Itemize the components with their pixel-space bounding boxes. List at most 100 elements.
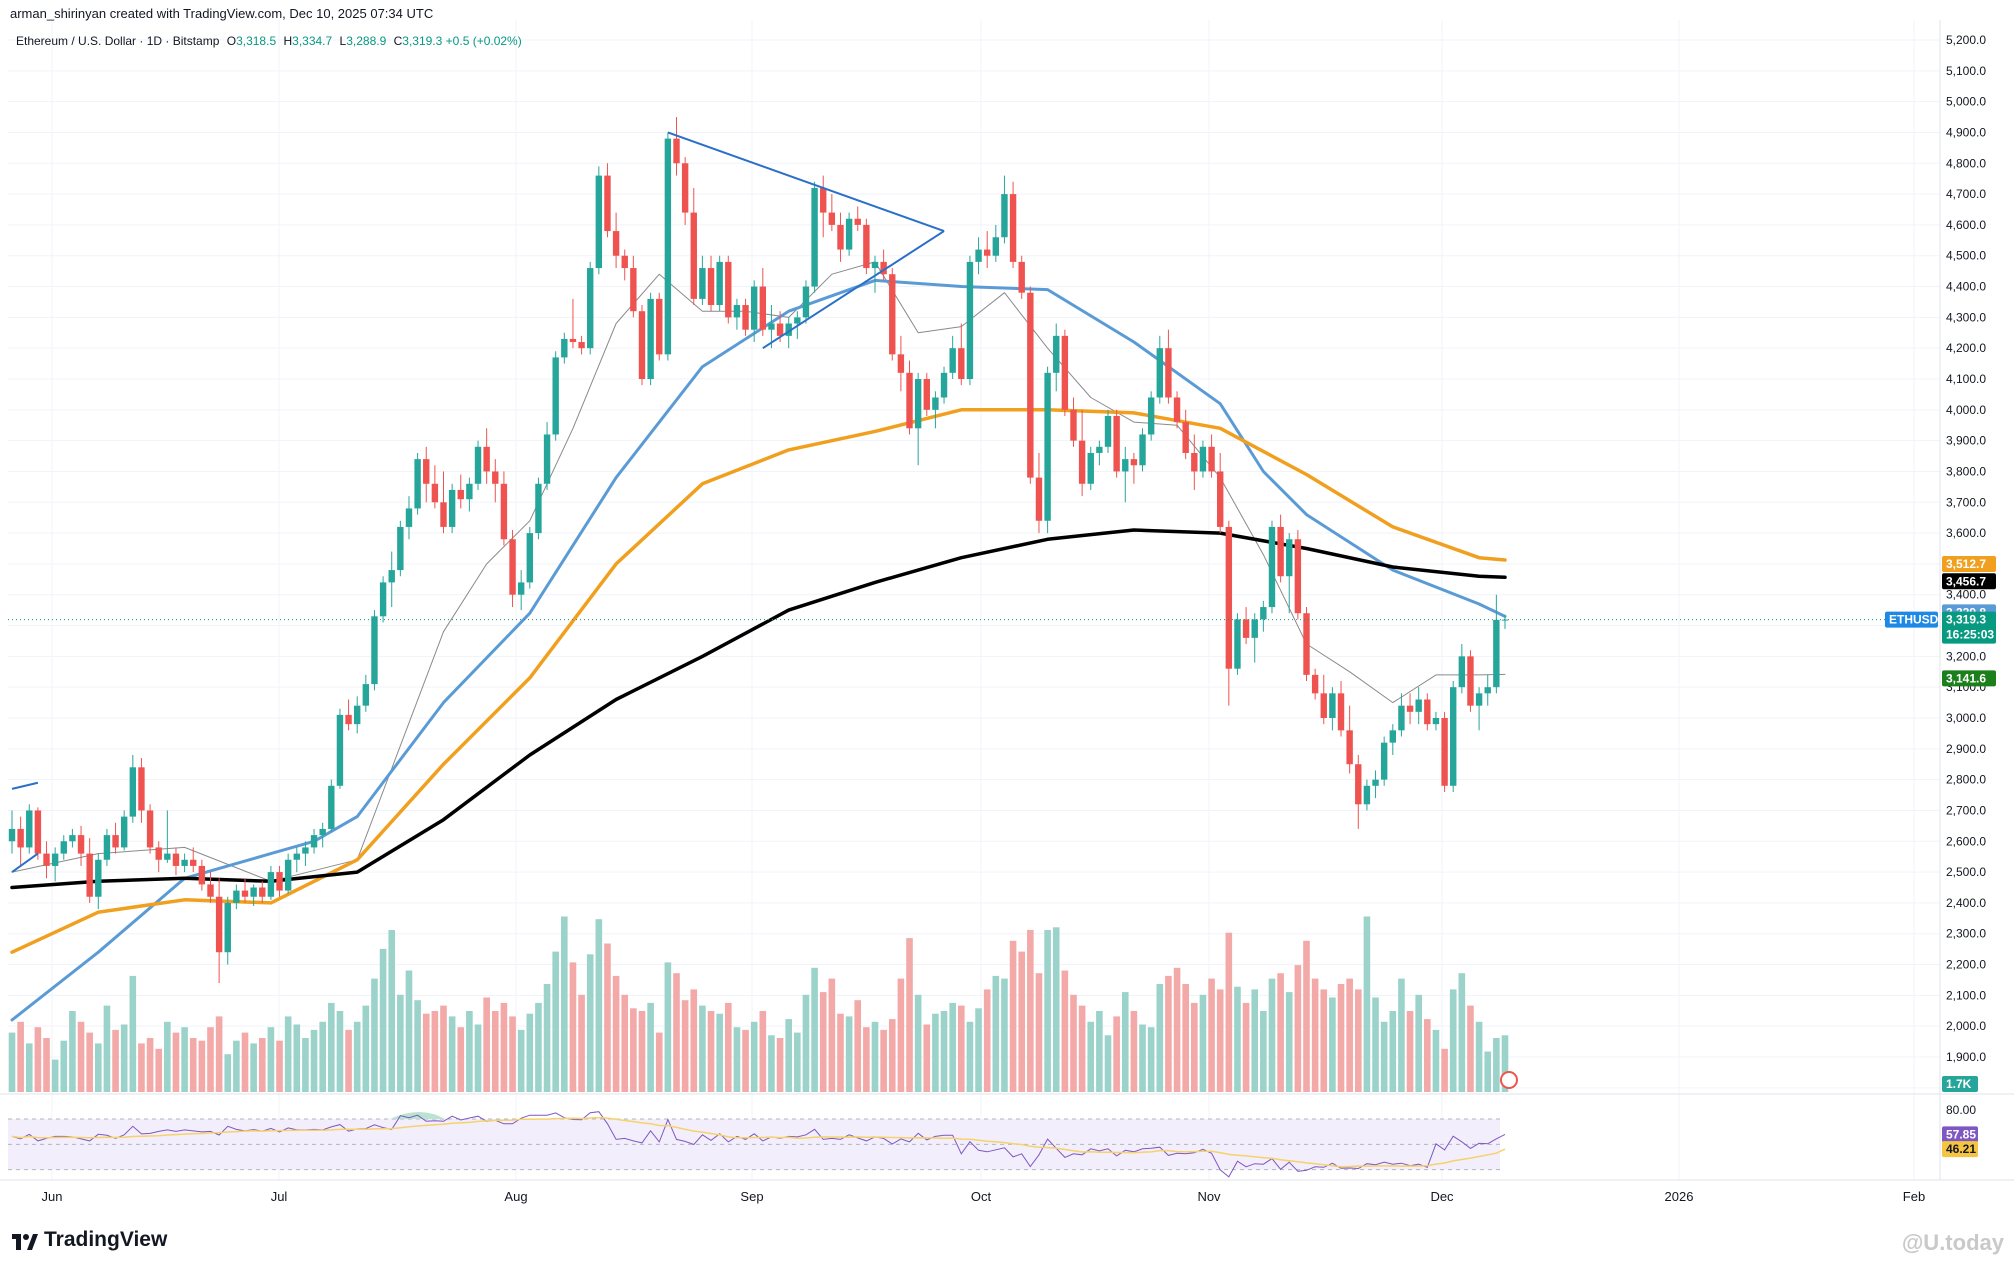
volume-bar	[112, 1029, 119, 1092]
candle-body	[681, 163, 689, 213]
volume-bar	[1078, 1005, 1086, 1092]
price-tick-label: 3,900.0	[1946, 434, 1986, 448]
volume-bar	[707, 1011, 715, 1092]
candle-body	[966, 261, 974, 379]
volume-bar	[768, 1035, 775, 1092]
volume-bar	[310, 1029, 318, 1092]
candle-body	[172, 853, 180, 866]
candle-body	[181, 859, 188, 866]
tradingview-logo-icon	[12, 1232, 38, 1250]
time-tick-label: Jun	[42, 1189, 63, 1204]
volume-bar	[819, 992, 827, 1092]
ma-black-tag: 3,456.7	[1946, 574, 1986, 588]
candle-body	[1355, 764, 1362, 805]
candle-body	[958, 348, 965, 379]
candle-body	[1424, 699, 1431, 725]
candle-body	[768, 323, 775, 330]
candle-body	[906, 372, 913, 429]
symbol-tag: ETHUSD	[1889, 613, 1939, 627]
volume-bar	[552, 951, 559, 1092]
volume-bar	[785, 1019, 792, 1092]
candle-body	[51, 853, 59, 866]
candle-body	[1053, 335, 1060, 373]
candle-body	[1450, 687, 1457, 786]
time-axis[interactable]: Jun Jul Aug Sep Oct Nov Dec 2026 Feb	[42, 1189, 1926, 1204]
rsi-pane[interactable]	[8, 1111, 1506, 1178]
candle-body	[1467, 656, 1474, 706]
price-tick-label: 4,300.0	[1946, 310, 1986, 324]
price-tick-label: 2,900.0	[1946, 742, 1986, 756]
volume-bar	[77, 1021, 85, 1092]
volume-bar	[17, 1021, 24, 1092]
trendlines[interactable]	[11, 131, 945, 873]
candle-body	[776, 323, 784, 336]
volume-bar	[1061, 970, 1069, 1092]
candle-body	[1165, 348, 1172, 398]
candle-body	[397, 526, 404, 571]
candle-body	[448, 489, 456, 527]
volume-bar	[647, 1002, 654, 1092]
candle-body	[1311, 674, 1319, 694]
volume-bar	[362, 1005, 370, 1092]
candle-body	[267, 872, 275, 897]
change-value: +0.5 (+0.02%)	[445, 34, 522, 48]
candle-body	[328, 785, 335, 829]
ma-short-tag: 3,141.6	[1946, 671, 1986, 685]
volume-bar	[871, 1021, 879, 1092]
candle-body	[1070, 409, 1077, 441]
candle-body	[1044, 372, 1051, 521]
candle-body	[587, 268, 594, 349]
candle-body	[1234, 619, 1241, 669]
candle-body	[1217, 471, 1224, 527]
volume-bar	[1467, 1005, 1474, 1092]
volume-bar	[1113, 1016, 1120, 1092]
volume-bar	[448, 1016, 456, 1092]
price-tick-label: 1,900.0	[1946, 1050, 1986, 1064]
candle-body	[794, 317, 801, 324]
candle-body	[1372, 779, 1379, 786]
watermark: @U.today	[1901, 1230, 2004, 1255]
price-tick-label: 2,500.0	[1946, 865, 1986, 879]
time-tick-label: Oct	[971, 1189, 992, 1204]
volume-bar	[491, 1011, 499, 1092]
candle-body	[1104, 415, 1112, 447]
volume-bar	[1449, 989, 1457, 1092]
price-tick-label: 2,600.0	[1946, 834, 1986, 848]
symbol-legend[interactable]: Ethereum / U.S. Dollar · 1D · Bitstamp O…	[16, 34, 522, 48]
volume-bar	[1372, 997, 1379, 1092]
volume-bar	[1260, 1011, 1267, 1092]
price-axis[interactable]: 5,200.0 5,100.0 5,000.0 4,900.0 4,800.0 4,700…	[1946, 33, 1986, 1117]
price-tick-label: 5,100.0	[1946, 64, 1986, 78]
candle-body	[146, 810, 154, 848]
candle-body	[828, 212, 836, 225]
candle-body	[500, 483, 508, 540]
candle-body	[129, 767, 137, 817]
volume-bar	[1242, 1002, 1250, 1092]
price-tick-label: 2,300.0	[1946, 927, 1986, 941]
candle-body	[1268, 526, 1276, 608]
volume-bar	[526, 1013, 534, 1092]
tradingview-logo[interactable]: TradingView	[12, 1228, 167, 1252]
volume-tag-bg	[1942, 1076, 1978, 1092]
volume-bar	[638, 1011, 646, 1092]
candle-body	[1303, 613, 1310, 675]
candle-body	[664, 138, 672, 355]
candle-body	[198, 865, 206, 885]
candle-body	[1173, 397, 1181, 423]
volume-bar	[1484, 1051, 1492, 1092]
candle-body	[1087, 452, 1094, 484]
volume-bar	[181, 1027, 188, 1092]
price-tick-label: 4,100.0	[1946, 372, 1986, 386]
volume-bar	[1191, 1002, 1198, 1092]
volume-bar	[880, 1029, 887, 1092]
ma-short-tag-bg	[1942, 670, 1996, 687]
volume-bar	[837, 1013, 844, 1092]
time-tick-label: Jul	[271, 1189, 288, 1204]
candle-body	[69, 835, 76, 842]
volume-bar	[172, 1032, 180, 1092]
candle-body	[250, 887, 257, 897]
candle-body	[845, 218, 853, 250]
volume-bar	[1234, 986, 1241, 1092]
candle-body	[1225, 526, 1233, 669]
